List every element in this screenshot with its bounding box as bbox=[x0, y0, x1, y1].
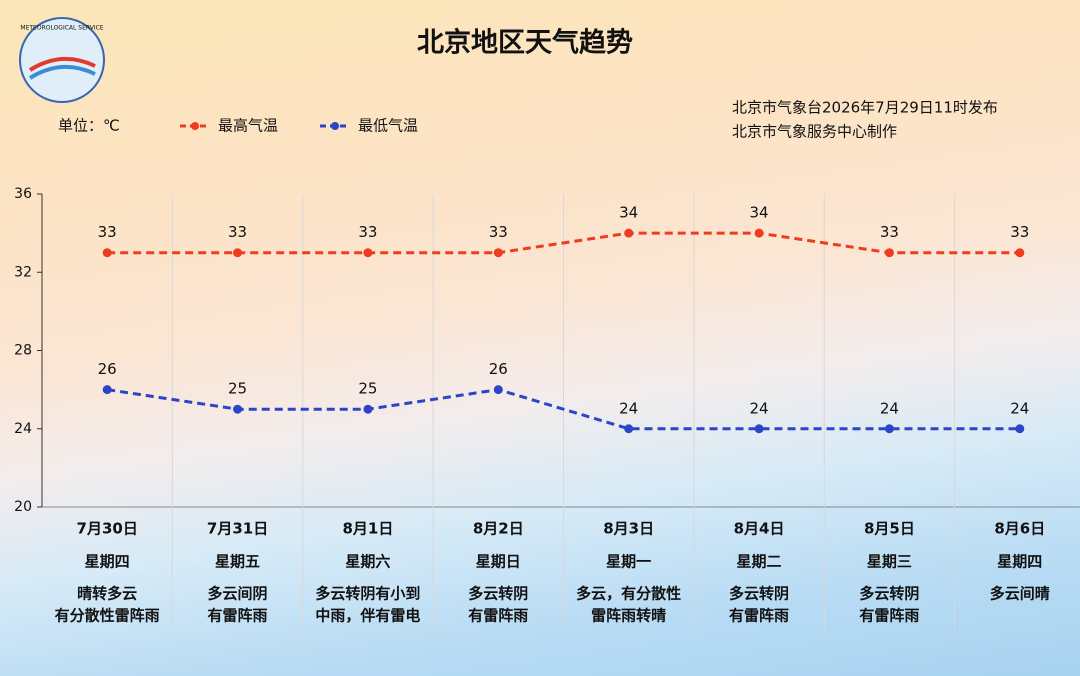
y-tick-label: 28 bbox=[14, 343, 32, 359]
weather-label: 多云间晴 bbox=[990, 585, 1050, 603]
weather-label: 有分散性雷阵雨 bbox=[55, 607, 160, 625]
point bbox=[363, 404, 373, 414]
point bbox=[233, 248, 243, 258]
weather-label: 有雷阵雨 bbox=[208, 607, 268, 625]
value-label: 34 bbox=[750, 204, 769, 222]
y-tick-label: 32 bbox=[14, 264, 32, 280]
y-tick-label: 24 bbox=[14, 421, 32, 437]
weather-label: 多云转阴 bbox=[859, 585, 919, 603]
weekday-label: 星期六 bbox=[345, 553, 390, 571]
date-label: 8月2日 bbox=[473, 520, 524, 538]
value-label: 34 bbox=[619, 204, 638, 222]
weather-label: 中雨，伴有雷电 bbox=[315, 607, 420, 625]
legend-marker bbox=[191, 122, 199, 130]
weather-label: 有雷阵雨 bbox=[859, 607, 919, 625]
weather-label: 有雷阵雨 bbox=[729, 607, 789, 625]
legend-marker bbox=[331, 122, 339, 130]
value-label: 24 bbox=[1010, 399, 1029, 417]
y-tick-label: 20 bbox=[14, 499, 32, 515]
point bbox=[1015, 424, 1025, 434]
value-label: 24 bbox=[880, 399, 899, 417]
weekday-label: 星期一 bbox=[606, 553, 651, 571]
weather-label: 多云，有分散性 bbox=[576, 585, 681, 603]
weekday-label: 星期日 bbox=[476, 553, 521, 571]
chart-title: 北京地区天气趋势 bbox=[417, 27, 633, 59]
value-label: 33 bbox=[98, 223, 117, 241]
weather-label: 多云转阴 bbox=[729, 585, 789, 603]
point bbox=[1015, 248, 1025, 258]
value-label: 26 bbox=[489, 360, 508, 378]
point bbox=[754, 228, 764, 238]
point bbox=[493, 248, 503, 258]
weekday-label: 星期四 bbox=[997, 553, 1042, 571]
legend-label: 最高气温 bbox=[218, 117, 278, 135]
value-label: 24 bbox=[750, 399, 769, 417]
point bbox=[624, 424, 634, 434]
weekday-label: 星期五 bbox=[215, 553, 260, 571]
logo-text: METEOROLOGICAL SERVICE bbox=[20, 25, 103, 32]
point bbox=[493, 385, 503, 395]
weather-label: 多云间阴 bbox=[208, 585, 268, 603]
y-tick-label: 36 bbox=[14, 186, 32, 202]
value-label: 33 bbox=[880, 223, 899, 241]
series-line bbox=[106, 388, 1020, 431]
weekday-label: 星期三 bbox=[867, 553, 912, 571]
date-label: 8月5日 bbox=[864, 520, 915, 538]
legend-label: 最低气温 bbox=[358, 117, 418, 135]
point bbox=[233, 404, 243, 414]
point bbox=[363, 248, 373, 258]
value-label: 24 bbox=[619, 399, 638, 417]
value-label: 26 bbox=[98, 360, 117, 378]
date-label: 8月4日 bbox=[734, 520, 785, 538]
point bbox=[754, 424, 764, 434]
unit-label: 单位：℃ bbox=[58, 117, 120, 135]
value-label: 33 bbox=[358, 223, 377, 241]
weather-label: 多云转阴 bbox=[468, 585, 528, 603]
point bbox=[624, 228, 634, 238]
point bbox=[102, 385, 112, 395]
value-label: 33 bbox=[489, 223, 508, 241]
date-label: 8月1日 bbox=[343, 520, 394, 538]
date-label: 8月6日 bbox=[994, 520, 1045, 538]
weekday-label: 星期二 bbox=[737, 553, 782, 571]
date-label: 7月31日 bbox=[207, 520, 268, 538]
weather-label: 晴转多云 bbox=[77, 585, 137, 603]
logo-arc bbox=[28, 56, 96, 72]
point bbox=[884, 248, 894, 258]
source: 北京市气象台2026年7月29日11时发布 bbox=[732, 99, 998, 117]
weekday-label: 星期四 bbox=[85, 553, 130, 571]
point bbox=[102, 248, 112, 258]
series-line bbox=[107, 231, 1020, 255]
source: 北京市气象服务中心制作 bbox=[732, 123, 897, 141]
date-label: 7月30日 bbox=[77, 520, 138, 538]
value-label: 25 bbox=[358, 380, 377, 398]
value-label: 25 bbox=[228, 380, 247, 398]
value-label: 33 bbox=[228, 223, 247, 241]
point bbox=[884, 424, 894, 434]
logo-arc bbox=[28, 64, 96, 80]
weather-label: 有雷阵雨 bbox=[468, 607, 528, 625]
date-label: 8月3日 bbox=[603, 520, 654, 538]
weather-label: 雷阵雨转晴 bbox=[591, 607, 666, 625]
value-label: 33 bbox=[1010, 223, 1029, 241]
weather-label: 多云转阴有小到 bbox=[315, 585, 420, 603]
